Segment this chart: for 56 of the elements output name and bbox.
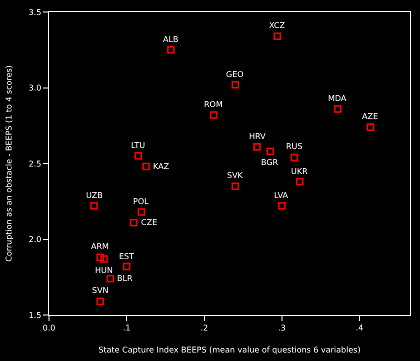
- annotation: ALB: [163, 35, 178, 44]
- annotation: ARM: [91, 242, 110, 251]
- point: [232, 80, 240, 88]
- annotation: POL: [133, 197, 150, 206]
- annotation: LTU: [131, 141, 146, 150]
- annotation: GEO: [226, 70, 244, 79]
- point: [138, 208, 146, 216]
- annotation: ROM: [204, 100, 223, 109]
- annotation: UZB: [86, 191, 103, 200]
- x-tick-label: .2: [200, 324, 208, 333]
- annotation: AZE: [362, 112, 378, 121]
- annotation: UKR: [291, 167, 308, 176]
- annotation: BGR: [261, 158, 279, 167]
- annotation: SVK: [227, 171, 244, 180]
- point: [106, 274, 114, 282]
- annotation: LVA: [274, 191, 289, 200]
- point: [266, 148, 274, 156]
- point: [134, 152, 142, 160]
- point: [366, 123, 374, 131]
- x-axis-title: State Capture Index BEEPS (mean value of questions 6 variables): [98, 346, 361, 355]
- x-tick-label: 0.0: [42, 324, 56, 333]
- point: [167, 46, 175, 54]
- y-tick-label: 2.5: [28, 159, 42, 168]
- y-axis-title: Corruption as an obstacle - BEEPS (1 to 4 scores): [4, 65, 14, 262]
- annotation: XCZ: [269, 21, 286, 30]
- x-tick-label: .4: [356, 324, 364, 333]
- y-tick-label: 1.5: [28, 310, 42, 320]
- point: [90, 202, 98, 210]
- y-tick-label: 3.5: [28, 8, 42, 17]
- point: [278, 202, 286, 210]
- point: [122, 262, 130, 270]
- x-tick-label: .3: [278, 324, 286, 333]
- annotation: MDA: [328, 94, 347, 103]
- annotation: HUN: [95, 266, 113, 275]
- point: [232, 182, 240, 190]
- point: [100, 255, 108, 263]
- point: [296, 178, 304, 186]
- point: [142, 162, 150, 170]
- point: [274, 32, 281, 40]
- point: [130, 218, 138, 226]
- point: [210, 111, 218, 119]
- annotation: BLR: [117, 274, 133, 283]
- point: [253, 143, 261, 151]
- y-tick-label: 3.0: [28, 84, 42, 93]
- point: [334, 105, 342, 113]
- annotation: SVN: [92, 286, 109, 295]
- y-tick-label: 2.0: [28, 235, 42, 244]
- point: [96, 254, 104, 262]
- x-tick-label: .1: [122, 324, 130, 333]
- annotation: RUS: [286, 142, 302, 151]
- annotation: EST: [119, 252, 134, 261]
- point: [96, 298, 104, 306]
- annotation: KAZ: [153, 162, 170, 171]
- annotation: HRV: [249, 132, 266, 141]
- point: [290, 154, 298, 162]
- annotation: CZE: [141, 218, 158, 227]
